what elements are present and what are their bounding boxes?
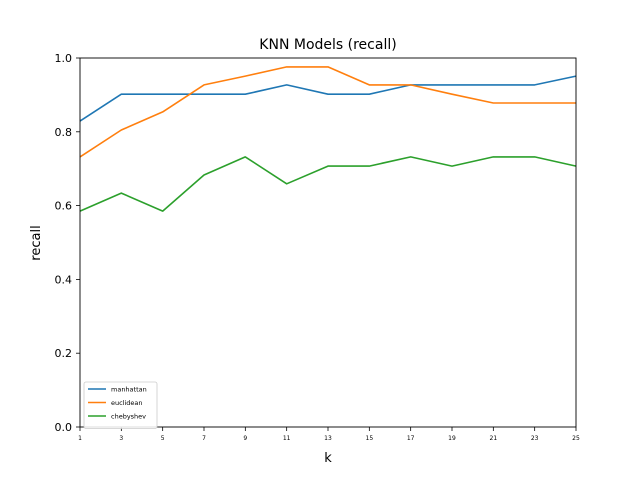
x-tick-label: 1	[78, 435, 82, 442]
series-line-euclidean	[79, 66, 576, 158]
x-tick-label: 7	[202, 435, 206, 442]
y-tick-label: 0.6	[55, 200, 73, 213]
series-group	[79, 66, 577, 212]
axes: 1 3 5 7 9 11 13 15 17 19 21 23 250.00.20.40.60.81.0	[55, 52, 580, 442]
y-tick-label: 0.8	[55, 126, 73, 139]
series-line-chebyshev	[79, 156, 577, 212]
y-tick-label: 0.4	[55, 273, 73, 286]
y-tick-label: 0.0	[55, 421, 73, 434]
legend-label-chebyshev: chebyshev	[111, 413, 146, 421]
y-tick-label: 1.0	[55, 52, 73, 65]
x-tick-label: 21	[490, 435, 498, 442]
x-tick-label: 25	[572, 435, 580, 442]
x-tick-label: 17	[407, 435, 415, 442]
chart-title: KNN Models (recall)	[259, 37, 396, 53]
y-axis-label: recall	[29, 225, 44, 260]
x-tick-label: 5	[161, 435, 165, 442]
legend-label-euclidean: euclidean	[111, 399, 143, 407]
x-axis-label: k	[324, 451, 332, 466]
x-tick-label: 11	[283, 435, 291, 442]
x-tick-label: 15	[366, 435, 374, 442]
x-tick-label: 23	[531, 435, 539, 442]
legend: manhattan euclidean chebyshev	[83, 381, 158, 429]
x-tick-label: 19	[448, 435, 456, 442]
series-line-manhattan	[79, 75, 577, 122]
x-tick-label: 3	[119, 435, 123, 442]
legend-label-manhattan: manhattan	[111, 386, 147, 394]
y-tick-label: 0.2	[55, 347, 73, 360]
legend-box	[83, 381, 158, 429]
x-tick-label: 13	[324, 435, 332, 442]
x-tick-label: 9	[243, 435, 247, 442]
